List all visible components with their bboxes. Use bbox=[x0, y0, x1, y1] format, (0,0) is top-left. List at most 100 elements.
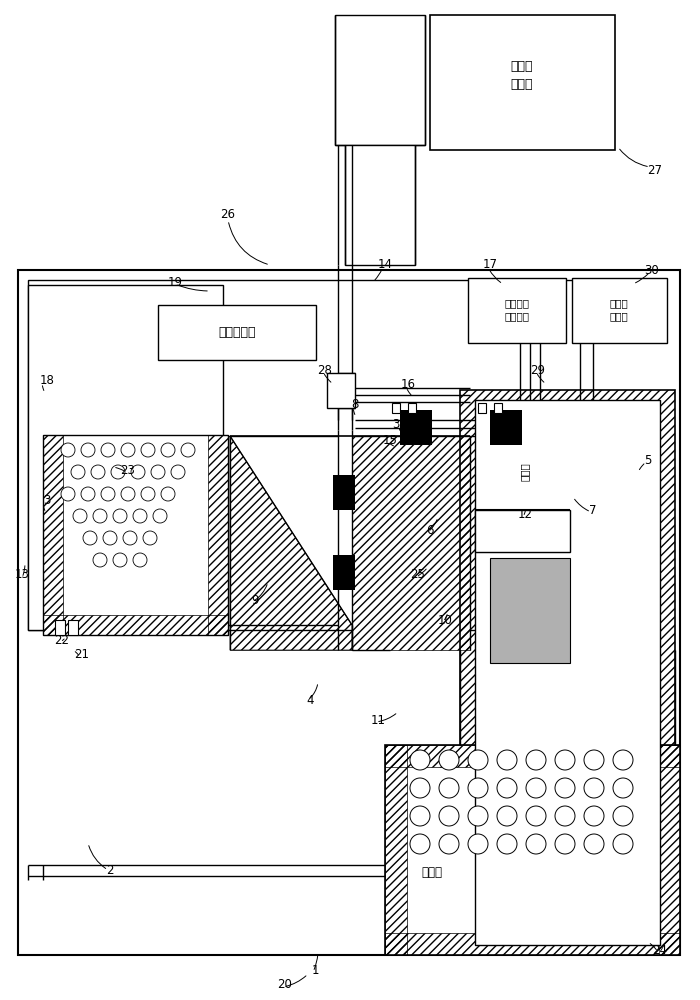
Circle shape bbox=[171, 465, 185, 479]
Circle shape bbox=[526, 806, 546, 826]
Bar bbox=[572, 278, 667, 343]
Bar bbox=[460, 390, 675, 955]
Bar bbox=[478, 403, 486, 413]
Circle shape bbox=[131, 465, 145, 479]
Circle shape bbox=[121, 487, 135, 501]
Circle shape bbox=[468, 834, 488, 854]
Bar bbox=[490, 410, 522, 445]
Circle shape bbox=[111, 465, 125, 479]
Bar bbox=[333, 555, 355, 590]
Text: 14: 14 bbox=[377, 258, 393, 271]
Bar bbox=[158, 305, 316, 360]
Text: 10: 10 bbox=[438, 613, 452, 626]
Circle shape bbox=[555, 834, 575, 854]
Bar bbox=[208, 435, 228, 635]
Circle shape bbox=[93, 553, 107, 567]
Text: 集中正压
供气装置: 集中正压 供气装置 bbox=[505, 298, 529, 322]
Bar bbox=[392, 403, 400, 413]
Bar bbox=[659, 745, 680, 955]
Circle shape bbox=[439, 778, 459, 798]
Text: 16: 16 bbox=[400, 378, 416, 391]
Circle shape bbox=[71, 465, 85, 479]
Bar bbox=[385, 745, 680, 955]
Text: 27: 27 bbox=[648, 163, 662, 176]
Circle shape bbox=[141, 443, 155, 457]
Text: 17: 17 bbox=[482, 258, 498, 271]
Circle shape bbox=[526, 834, 546, 854]
Circle shape bbox=[133, 553, 147, 567]
Circle shape bbox=[439, 834, 459, 854]
Text: 11: 11 bbox=[370, 714, 386, 726]
Bar bbox=[490, 558, 570, 663]
Circle shape bbox=[613, 778, 633, 798]
Circle shape bbox=[151, 465, 165, 479]
Bar bbox=[400, 410, 432, 445]
Text: 6: 6 bbox=[426, 524, 434, 536]
Text: 3: 3 bbox=[43, 493, 50, 506]
Bar bbox=[385, 933, 680, 955]
Circle shape bbox=[123, 531, 137, 545]
Circle shape bbox=[584, 750, 604, 770]
Text: 20: 20 bbox=[278, 978, 293, 992]
Circle shape bbox=[81, 487, 95, 501]
Text: 23: 23 bbox=[120, 464, 135, 477]
Circle shape bbox=[497, 834, 517, 854]
Circle shape bbox=[410, 750, 430, 770]
Circle shape bbox=[410, 834, 430, 854]
Circle shape bbox=[91, 465, 105, 479]
Circle shape bbox=[153, 509, 167, 523]
Text: 采气阀: 采气阀 bbox=[520, 463, 530, 481]
Bar bbox=[333, 475, 355, 510]
Text: 31: 31 bbox=[393, 418, 407, 432]
Bar bbox=[475, 400, 660, 945]
Circle shape bbox=[121, 443, 135, 457]
Circle shape bbox=[497, 750, 517, 770]
Circle shape bbox=[133, 509, 147, 523]
Circle shape bbox=[526, 750, 546, 770]
Circle shape bbox=[497, 778, 517, 798]
Circle shape bbox=[113, 509, 127, 523]
Bar bbox=[468, 278, 566, 343]
Bar bbox=[345, 145, 415, 265]
Circle shape bbox=[103, 531, 117, 545]
Bar bbox=[68, 620, 78, 635]
Text: 9: 9 bbox=[251, 593, 259, 606]
Bar bbox=[385, 745, 680, 767]
Circle shape bbox=[613, 834, 633, 854]
Text: 24: 24 bbox=[652, 944, 668, 956]
Bar bbox=[475, 510, 570, 552]
Text: 天然气
收集室: 天然气 收集室 bbox=[511, 60, 533, 91]
Bar bbox=[327, 373, 355, 408]
Bar bbox=[385, 745, 407, 955]
Text: 7: 7 bbox=[589, 504, 596, 516]
Circle shape bbox=[410, 778, 430, 798]
Circle shape bbox=[83, 531, 97, 545]
Bar bbox=[335, 15, 425, 145]
Text: 8: 8 bbox=[351, 398, 358, 412]
Text: 泡排球
收集室: 泡排球 收集室 bbox=[610, 298, 629, 322]
Circle shape bbox=[555, 750, 575, 770]
Circle shape bbox=[161, 487, 175, 501]
Circle shape bbox=[497, 806, 517, 826]
Text: 5: 5 bbox=[644, 454, 652, 466]
Text: 28: 28 bbox=[318, 363, 332, 376]
Circle shape bbox=[584, 806, 604, 826]
Circle shape bbox=[61, 487, 75, 501]
Polygon shape bbox=[230, 436, 470, 650]
Text: 30: 30 bbox=[645, 263, 659, 276]
Circle shape bbox=[113, 553, 127, 567]
Circle shape bbox=[439, 750, 459, 770]
Text: 21: 21 bbox=[74, 648, 90, 662]
Text: 19: 19 bbox=[167, 275, 183, 288]
Text: 13: 13 bbox=[15, 568, 29, 582]
Text: 18: 18 bbox=[40, 373, 55, 386]
Text: 29: 29 bbox=[531, 363, 545, 376]
Circle shape bbox=[468, 750, 488, 770]
Circle shape bbox=[61, 443, 75, 457]
Circle shape bbox=[73, 509, 87, 523]
Text: 投料口: 投料口 bbox=[421, 865, 442, 879]
Bar bbox=[430, 15, 615, 150]
Bar bbox=[43, 435, 63, 635]
Circle shape bbox=[584, 778, 604, 798]
Bar bbox=[408, 403, 416, 413]
